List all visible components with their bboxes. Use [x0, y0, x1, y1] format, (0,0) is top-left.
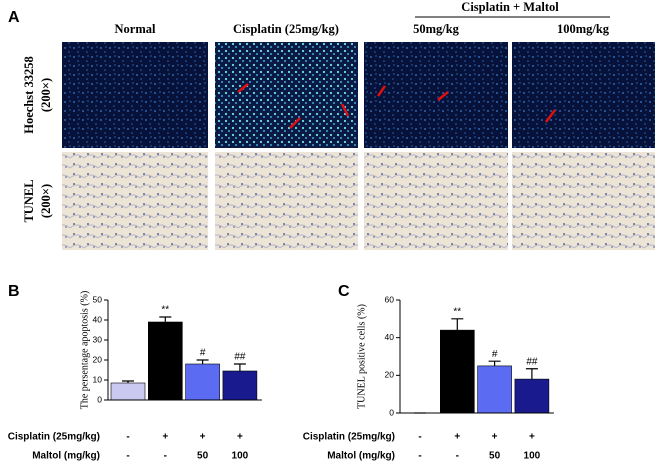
y-tick-label: 0	[97, 394, 102, 404]
row-value: +	[162, 432, 168, 443]
y-tick-label: 40	[93, 314, 103, 324]
panel-label: C	[338, 283, 350, 300]
error-bar	[159, 316, 172, 322]
row-value: -	[164, 451, 167, 462]
arrows	[237, 83, 556, 129]
image	[364, 42, 508, 148]
row-value: 100	[232, 451, 249, 462]
row-value: +	[529, 432, 535, 443]
micrographs	[62, 42, 655, 250]
group-header: Cisplatin + Maltol	[461, 0, 559, 14]
row-label: (200×)	[39, 184, 53, 218]
annotation: #	[200, 348, 206, 359]
y-tick-label: 40	[385, 332, 395, 342]
image	[512, 42, 655, 148]
row-value: +	[492, 432, 498, 443]
column-header: Normal	[115, 22, 156, 36]
bar	[222, 370, 258, 401]
row-label: TUNEL	[22, 179, 36, 222]
row-value: 50	[489, 451, 501, 462]
y-tick-label: 20	[93, 354, 103, 364]
column-header: 50mg/kg	[413, 22, 460, 36]
error-bar	[451, 318, 464, 331]
image	[215, 42, 358, 148]
annotation: **	[161, 305, 169, 316]
row-value: -	[126, 451, 129, 462]
error-bar	[122, 380, 134, 383]
image	[62, 152, 208, 250]
image	[215, 152, 358, 250]
row-value: -	[456, 451, 459, 462]
bar	[477, 365, 512, 414]
row-label: Cisplatin (25mg/kg)	[8, 432, 100, 443]
row-label: Cisplatin (25mg/kg)	[303, 432, 395, 443]
error-bar	[488, 360, 501, 366]
row-label: Hoechst 33258	[22, 56, 36, 133]
bar	[185, 363, 220, 401]
panel-label: B	[8, 283, 20, 300]
annotation: **	[453, 306, 461, 317]
column-header: Cisplatin (25mg/kg)	[233, 22, 339, 36]
bar	[439, 329, 475, 414]
y-tick-label: 20	[385, 370, 395, 380]
annotation: ##	[526, 356, 538, 367]
image	[62, 42, 208, 148]
row-value: -	[126, 432, 129, 443]
row-label: Maltol (mg/kg)	[32, 451, 100, 462]
error-bar	[196, 359, 209, 364]
y-tick-label: 0	[389, 407, 394, 417]
row-value: 100	[524, 451, 541, 462]
panel-label: A	[8, 9, 20, 26]
row-value: 50	[197, 451, 209, 462]
annotation: #	[492, 349, 498, 360]
y-tick-label: 30	[93, 334, 103, 344]
y-axis-label: The persentage apoptosis (%)	[79, 291, 90, 410]
row-label: Maltol (mg/kg)	[327, 451, 395, 462]
image	[512, 152, 655, 250]
bar	[148, 321, 183, 401]
y-tick-label: 60	[385, 294, 395, 304]
error-bar	[233, 363, 246, 371]
row-label: (200×)	[39, 78, 53, 112]
y-axis-label: TUNEL positive cells (%)	[356, 304, 367, 409]
bar	[110, 382, 146, 401]
error-bar	[525, 368, 538, 380]
row-value: -	[418, 432, 421, 443]
row-value: -	[418, 451, 421, 462]
annotation: ##	[234, 352, 246, 363]
row-value: +	[237, 432, 243, 443]
y-tick-label: 10	[93, 374, 103, 384]
row-value: +	[454, 432, 460, 443]
bar	[514, 378, 550, 414]
image	[364, 152, 508, 250]
column-header: 100mg/kg	[557, 22, 610, 36]
row-value: +	[200, 432, 206, 443]
y-tick-label: 50	[93, 294, 103, 304]
